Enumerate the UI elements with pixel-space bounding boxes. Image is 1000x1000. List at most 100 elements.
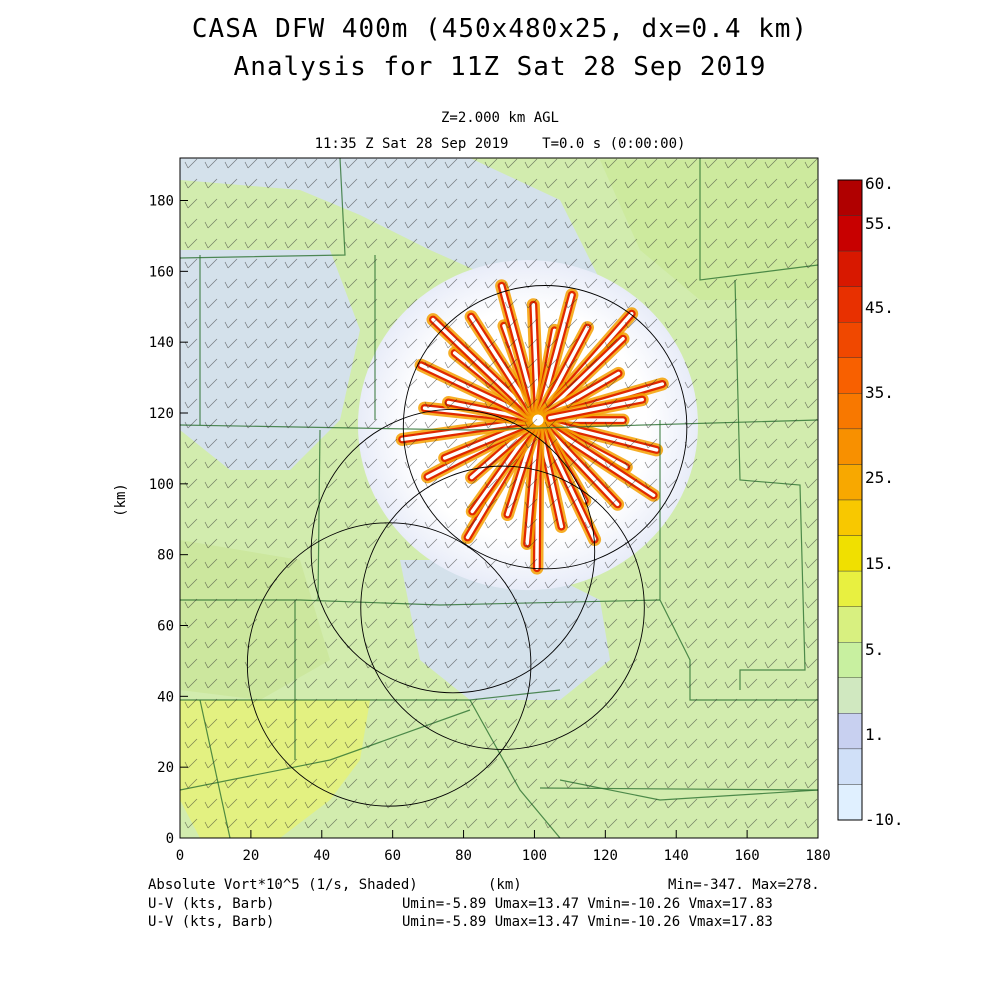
wind-barb	[544, 398, 558, 409]
wind-barb	[524, 618, 538, 629]
wind-barb	[644, 638, 658, 649]
wind-barb	[364, 798, 378, 809]
wind-barb	[384, 158, 398, 169]
wind-barb	[724, 558, 738, 569]
wind-barb	[684, 578, 698, 589]
wind-barb	[324, 758, 338, 769]
wind-barb	[344, 498, 358, 509]
wind-barb	[184, 598, 198, 609]
wind-barb	[364, 818, 378, 829]
wind-barb	[744, 618, 758, 629]
wind-barb	[264, 378, 278, 389]
wind-barb	[684, 618, 698, 629]
wind-barb	[604, 218, 618, 229]
wind-barb	[504, 438, 518, 449]
wind-barb	[244, 498, 258, 509]
wind-barb	[524, 418, 538, 429]
wind-barb	[524, 318, 538, 329]
wind-barb	[804, 438, 818, 449]
wind-barb	[584, 598, 598, 609]
wind-barb	[524, 518, 538, 529]
wind-barb	[364, 558, 378, 569]
wind-barb	[624, 478, 638, 489]
wind-barb	[464, 198, 478, 209]
wind-barb	[584, 358, 598, 369]
wind-barb	[684, 218, 698, 229]
wind-barb	[624, 558, 638, 569]
wind-barb	[664, 698, 678, 709]
wind-barb	[224, 238, 238, 249]
wind-barb	[444, 618, 458, 629]
wind-barb	[664, 178, 678, 189]
wind-barb	[444, 498, 458, 509]
wind-barb	[364, 358, 378, 369]
wind-barb	[704, 598, 718, 609]
wind-barb	[664, 778, 678, 789]
wind-barb	[664, 598, 678, 609]
wind-barb	[384, 418, 398, 429]
wind-barb	[244, 578, 258, 589]
wind-barb	[744, 458, 758, 469]
wind-barb	[304, 518, 318, 529]
wind-barb	[324, 778, 338, 789]
wind-barb	[764, 538, 778, 549]
wind-barb	[544, 178, 558, 189]
wind-barb	[684, 818, 698, 829]
wind-barb	[444, 718, 458, 729]
colorbar-label: 25.	[865, 468, 894, 487]
wind-barb	[544, 478, 558, 489]
wind-barb	[324, 638, 338, 649]
wind-barb	[264, 618, 278, 629]
wind-barb	[764, 678, 778, 689]
wind-barb	[644, 798, 658, 809]
wind-barb	[204, 478, 218, 489]
colorbar-segment	[837, 393, 863, 430]
wind-barb	[364, 538, 378, 549]
wind-barb	[784, 258, 798, 269]
streak-core-3	[546, 424, 656, 498]
wind-barb	[524, 478, 538, 489]
x-tick-label: 120	[593, 848, 618, 864]
wind-barb	[784, 798, 798, 809]
wind-barb	[224, 418, 238, 429]
wind-barb	[664, 798, 678, 809]
wind-barb	[744, 818, 758, 829]
wind-barb	[764, 238, 778, 249]
wind-barb	[564, 378, 578, 389]
wind-barb	[764, 458, 778, 469]
wind-barb	[424, 658, 438, 669]
wind-barb	[424, 638, 438, 649]
wind-barb	[344, 318, 358, 329]
wind-barb	[324, 698, 338, 709]
wind-barb	[364, 678, 378, 689]
wind-barb	[344, 158, 358, 169]
wind-barb	[764, 438, 778, 449]
shade-region-2	[400, 560, 610, 700]
wind-barb	[364, 298, 378, 309]
wind-barb	[204, 158, 218, 169]
wind-barb	[204, 758, 218, 769]
wind-barb	[524, 378, 538, 389]
wind-barb	[784, 358, 798, 369]
wind-barb	[344, 298, 358, 309]
wind-barb	[524, 338, 538, 349]
wind-barb	[244, 218, 258, 229]
wind-barb	[544, 278, 558, 289]
wind-barb	[804, 458, 818, 469]
wind-barb	[424, 378, 438, 389]
wind-barb	[484, 298, 498, 309]
wind-barb	[784, 538, 798, 549]
wind-barb	[684, 738, 698, 749]
wind-barb	[804, 238, 818, 249]
wind-barb	[704, 798, 718, 809]
wind-barb	[804, 518, 818, 529]
wind-barb	[744, 398, 758, 409]
wind-barb	[664, 758, 678, 769]
wind-barb	[384, 258, 398, 269]
wind-barb	[204, 278, 218, 289]
y-tick-label: 140	[149, 335, 174, 351]
wind-barb	[644, 558, 658, 569]
wind-barb	[804, 418, 818, 429]
wind-barb	[584, 198, 598, 209]
wind-barb	[624, 458, 638, 469]
